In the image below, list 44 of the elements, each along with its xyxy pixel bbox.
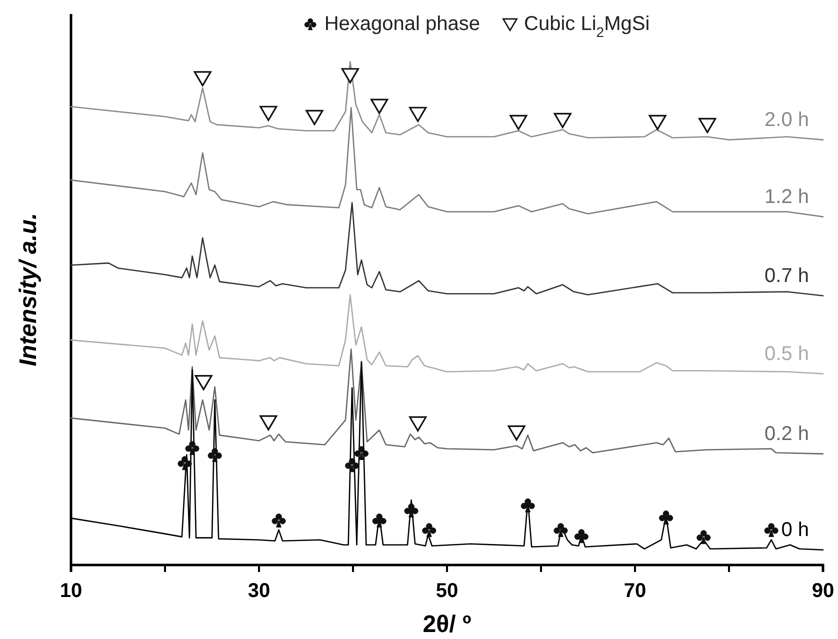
point	[648, 114, 666, 130]
point	[510, 114, 528, 130]
point	[178, 456, 192, 470]
point	[696, 530, 711, 544]
point	[658, 510, 674, 524]
legend-label: Cubic Li$_{2}$MgSi	[524, 13, 650, 40]
point	[185, 441, 200, 456]
point	[341, 68, 359, 84]
point	[404, 504, 418, 518]
point	[554, 112, 572, 128]
series-label: 0.2 h	[764, 422, 809, 445]
point	[554, 523, 568, 538]
point	[260, 106, 278, 122]
point	[260, 415, 278, 430]
point	[409, 416, 427, 432]
point	[409, 106, 427, 122]
series-label: 2.0 h	[764, 108, 809, 131]
point	[306, 110, 324, 126]
x-axis-title: 2θ/ º	[422, 611, 472, 638]
point	[574, 529, 588, 544]
point	[370, 98, 388, 114]
x-tick-label: 90	[812, 580, 834, 602]
series-label: 1.2 h	[764, 186, 809, 208]
point	[508, 425, 526, 441]
point	[354, 446, 368, 460]
point	[194, 375, 212, 390]
point	[208, 448, 222, 462]
x-tick-label: 10	[60, 580, 82, 602]
series-label: 0 h	[781, 518, 809, 541]
point	[272, 514, 286, 528]
y-axis-title: Intensity/ a.u.	[15, 212, 42, 366]
x-tick-label: 70	[624, 580, 646, 602]
point	[422, 523, 436, 538]
legend-label: Hexagonal phase	[324, 13, 480, 35]
x-tick-label: 30	[248, 580, 270, 602]
series-label: 0.7 h	[764, 264, 809, 287]
point	[194, 71, 212, 86]
point	[764, 523, 778, 538]
series-label: 0.5 h	[764, 342, 809, 365]
x-tick-label: 50	[436, 580, 458, 602]
point	[372, 514, 386, 528]
point	[345, 458, 360, 472]
point	[520, 498, 535, 512]
point	[698, 118, 716, 134]
